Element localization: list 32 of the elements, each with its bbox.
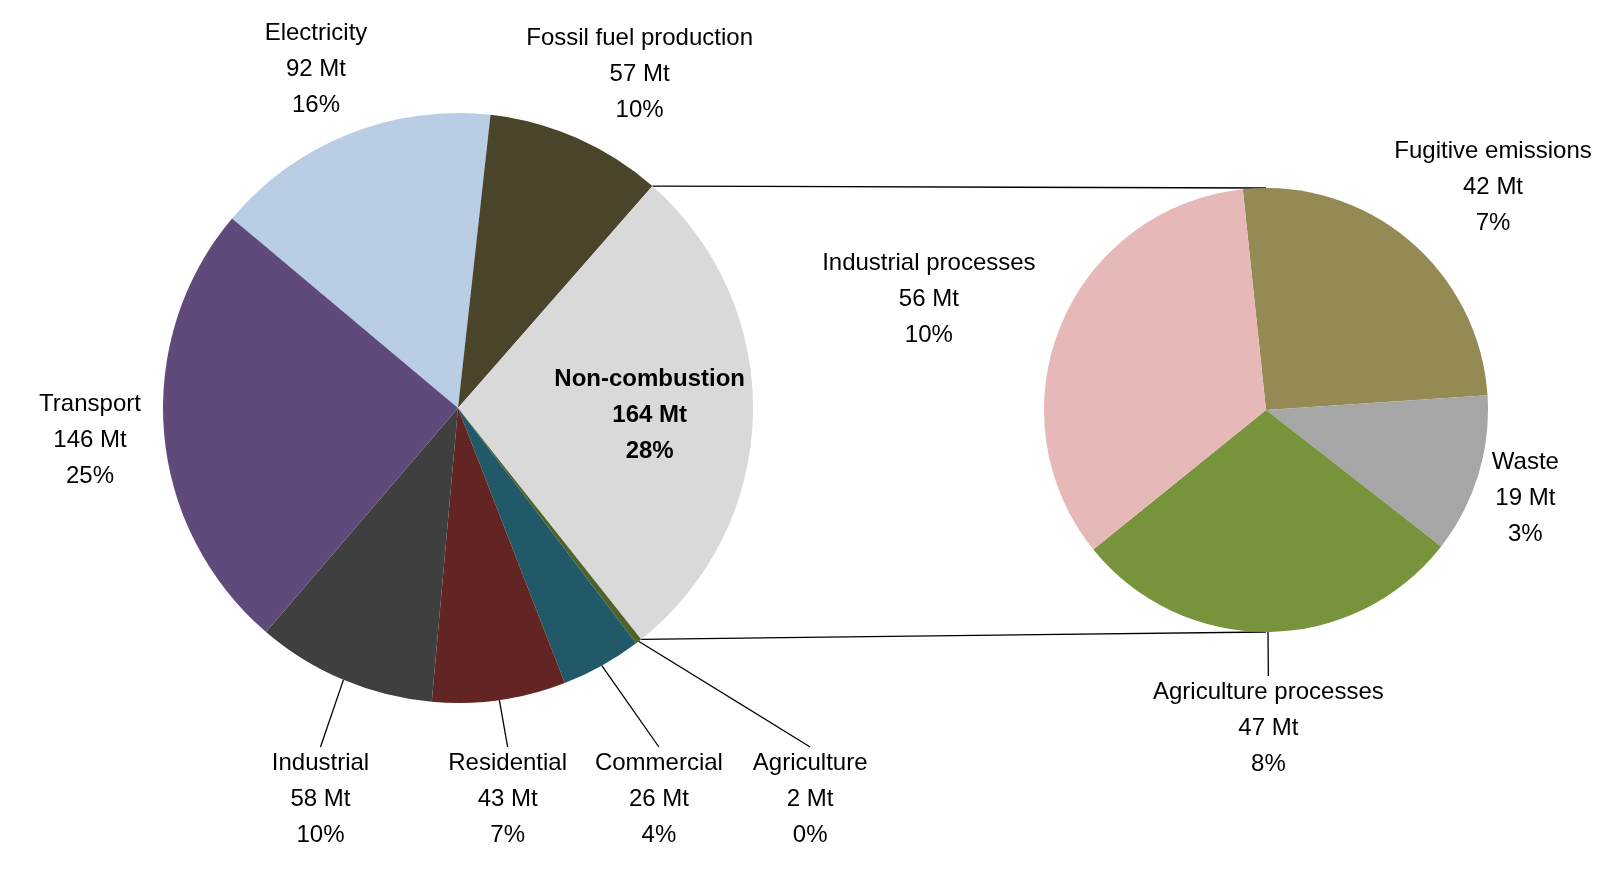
slice-label: Fugitive emissions (1394, 136, 1592, 164)
data-label: 26 Mt 4% (628, 784, 690, 847)
slice-label: Commercial (594, 748, 723, 775)
pie-slice (163, 218, 458, 632)
slice-label: Electricity (264, 18, 368, 46)
pie-slice (1093, 410, 1442, 632)
data-label: 58 Mt 10% (290, 784, 351, 847)
data-label: 164 Mt 28% (612, 399, 688, 463)
data-label: 92 Mt 16% (285, 54, 347, 118)
data-label: 56 Mt 10% (898, 284, 960, 348)
pie-slice (431, 408, 565, 703)
slice-label: Waste (1491, 447, 1559, 475)
data-label: 57 Mt 10% (609, 59, 670, 123)
data-label: 146 Mt 25% (53, 425, 127, 489)
slice-label: Non-combustion (554, 363, 746, 391)
pie-slice (1266, 395, 1488, 547)
data-label: 43 Mt 7% (477, 784, 538, 847)
slice-label: Industrial (271, 748, 370, 775)
slice-label: Transport (39, 389, 142, 417)
slice-label: Residential (448, 748, 568, 775)
pie-slice (1044, 189, 1266, 550)
data-label: 42 Mt 7% (1463, 172, 1524, 236)
data-label: 47 Mt 8% (1238, 713, 1299, 776)
slice-label: Agriculture (752, 748, 868, 775)
slice-label: Fossil fuel production (526, 23, 754, 51)
data-label: 2 Mt 0% (786, 784, 834, 847)
slice-label: Agriculture processes (1153, 677, 1384, 704)
data-label: 19 Mt 3% (1495, 483, 1556, 547)
slice-label: Industrial processes (822, 248, 1036, 276)
pie-slice (265, 408, 458, 702)
pie-slice (458, 186, 753, 640)
pie-slice (232, 113, 491, 408)
